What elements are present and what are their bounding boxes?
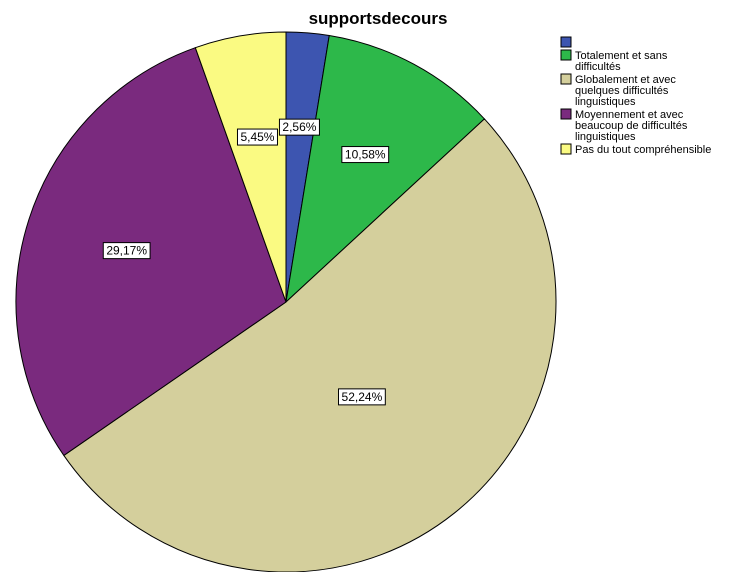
legend-label-1: Totalement et sans difficultés	[575, 50, 668, 73]
legend-swatch-3	[560, 108, 572, 120]
data-label-text-4: 5,45%	[240, 130, 274, 144]
data-label-3: 29,17%	[102, 242, 151, 260]
pie-slice-4	[194, 31, 287, 303]
data-label-4: 5,45%	[236, 128, 278, 146]
data-label-box-0	[278, 118, 320, 136]
data-label-0: 2,56%	[278, 118, 320, 136]
legend-item-4: Pas du tout compréhensible	[560, 143, 711, 156]
data-label-1: 10,58%	[341, 146, 390, 164]
data-label-box-4	[236, 128, 278, 146]
pie-slices	[15, 31, 557, 572]
data-label-text-1: 10,58%	[345, 148, 386, 162]
legend-swatch-0	[560, 36, 572, 48]
legend-label-2: Globalement et avec quelques difficultés l…	[575, 74, 676, 108]
chart-title: supportsdecours	[309, 9, 448, 28]
legend-swatch-1	[560, 49, 572, 61]
pie-slice-3	[15, 47, 287, 457]
legend-swatch-4	[560, 143, 572, 155]
legend-item-3: Moyennement et avec beaucoup de difficult…	[560, 108, 688, 143]
data-label-text-3: 29,17%	[106, 244, 147, 258]
legend-label-3: Moyennement et avec beaucoup de difficult…	[575, 109, 688, 143]
pie-slice-1	[285, 34, 486, 304]
data-label-box-3	[102, 242, 151, 260]
data-label-box-2	[338, 388, 386, 406]
legend: Totalement et sans difficultésGlobalement…	[560, 36, 711, 156]
legend-item-0	[560, 36, 572, 48]
data-labels: 2,56% 10,58% 52,24% 29,17% 5,45%	[102, 118, 390, 406]
pie-slice-2	[63, 118, 557, 572]
data-label-text-0: 2,56%	[282, 120, 316, 134]
legend-item-1: Totalement et sans difficultés	[560, 49, 668, 73]
legend-swatch-2	[560, 73, 572, 85]
data-label-text-2: 52,24%	[342, 390, 383, 404]
data-label-box-1	[341, 146, 390, 164]
legend-item-2: Globalement et avec quelques difficultés l…	[560, 73, 676, 108]
data-label-2: 52,24%	[338, 388, 386, 406]
legend-label-4: Pas du tout compréhensible	[575, 144, 711, 156]
